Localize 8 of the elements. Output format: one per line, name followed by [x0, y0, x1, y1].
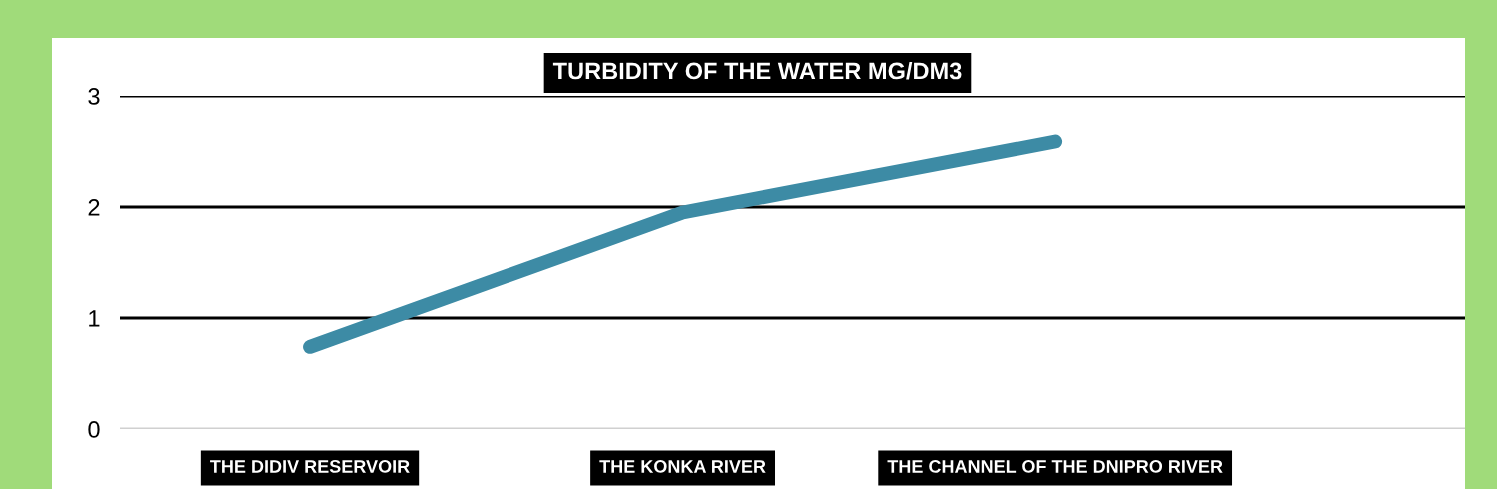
y-tick-label: 1 — [89, 310, 100, 327]
x-tick-label: THE DIDIV RESERVOIR — [210, 460, 410, 473]
y-tick-label: 2 — [88, 199, 100, 216]
y-tick-label: 3 — [88, 88, 100, 105]
chart-title: TURBIDITY OF THE WATER MG/DM3 — [552, 62, 962, 80]
y-tick-label: 0 — [88, 421, 100, 438]
x-tick-label: THE CHANNEL OF THE DNIPRO RIVER — [887, 460, 1223, 473]
x-tick-label: THE KONKA RIVER — [599, 460, 766, 473]
